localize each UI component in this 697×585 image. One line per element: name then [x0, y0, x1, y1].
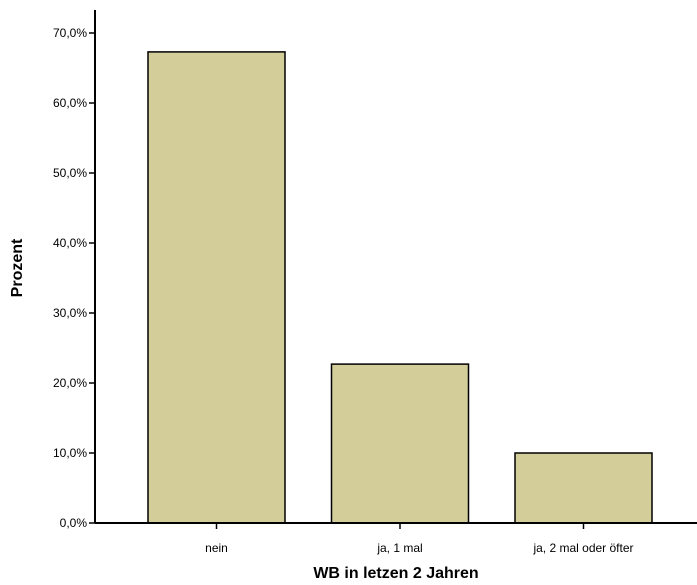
- bar: [515, 453, 652, 523]
- y-tick-label: 30,0%: [53, 306, 87, 320]
- x-axis-title: WB in letzen 2 Jahren: [313, 565, 478, 582]
- bar: [332, 364, 469, 523]
- x-tick-label: ja, 1 mal: [376, 541, 422, 555]
- y-tick-label: 50,0%: [53, 166, 87, 180]
- y-axis-ticks: 0,0% 10,0% 20,0% 30,0% 40,0% 50,0% 60,0% 70,0%: [53, 26, 95, 530]
- x-axis-ticks: nein ja, 1 mal ja, 2 mal oder öfter: [205, 523, 633, 555]
- y-tick-label: 40,0%: [53, 236, 87, 250]
- x-tick-label: nein: [205, 541, 228, 555]
- y-tick-label: 0,0%: [60, 516, 88, 530]
- y-tick-label: 20,0%: [53, 376, 87, 390]
- y-tick-label: 10,0%: [53, 446, 87, 460]
- x-tick-label: ja, 2 mal oder öfter: [532, 541, 633, 555]
- y-tick-label: 60,0%: [53, 96, 87, 110]
- bars: [148, 52, 652, 523]
- bar: [148, 52, 285, 523]
- y-tick-label: 70,0%: [53, 26, 87, 40]
- y-axis-title: Prozent: [9, 238, 26, 297]
